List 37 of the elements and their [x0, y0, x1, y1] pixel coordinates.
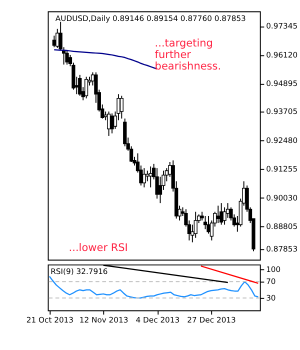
- candlestick: [222, 206, 226, 226]
- candlestick: [142, 168, 146, 188]
- y-tick-label: 0.96120: [266, 50, 298, 60]
- candlestick: [78, 74, 82, 96]
- y-tick-label: 70: [266, 277, 276, 286]
- candlestick: [120, 95, 124, 120]
- annotation: ...lower RSI: [68, 242, 128, 254]
- y-tick-label: 0.91255: [266, 164, 298, 174]
- candlestick: [146, 170, 150, 182]
- candlestick: [65, 50, 69, 66]
- candlestick: [203, 216, 208, 230]
- candlestick: [206, 216, 210, 234]
- candlestick: [84, 76, 88, 99]
- x-tick-label: 12 Nov 2013: [79, 315, 128, 324]
- y-tick-label: 0.94895: [266, 79, 298, 88]
- candlestick: [216, 205, 220, 224]
- candlestick: [155, 168, 159, 200]
- y-tick-label: 0.93705: [266, 107, 298, 116]
- y-tick-label: 100: [266, 264, 281, 274]
- annotation: ...targeting further bearishness.: [154, 38, 222, 73]
- y-tick-label: 30: [266, 293, 276, 302]
- chart-title: AUDUSD,Daily 0.89146 0.89154 0.87760 0.87853: [55, 14, 246, 23]
- x-tick-label: 21 Oct 2013: [26, 315, 74, 324]
- y-tick-label: 0.92480: [266, 136, 298, 145]
- y-tick-label: 0.87853: [266, 244, 298, 254]
- candlestick: [123, 118, 127, 147]
- candlestick: [148, 166, 152, 188]
- chart-title: RSI(9) 32.7916: [50, 267, 108, 276]
- line-series: [48, 276, 259, 299]
- candlestick: [194, 211, 198, 238]
- x-tick-label: 4 Dec 2013: [136, 315, 180, 324]
- y-tick-label: 0.97345: [266, 22, 298, 31]
- x-tick-label: 27 Dec 2013: [187, 315, 236, 324]
- candlestick: [110, 112, 114, 134]
- y-tick-label: 0.88805: [266, 222, 298, 232]
- y-tick-label: 0.90030: [266, 193, 298, 202]
- candlestick: [56, 28, 60, 48]
